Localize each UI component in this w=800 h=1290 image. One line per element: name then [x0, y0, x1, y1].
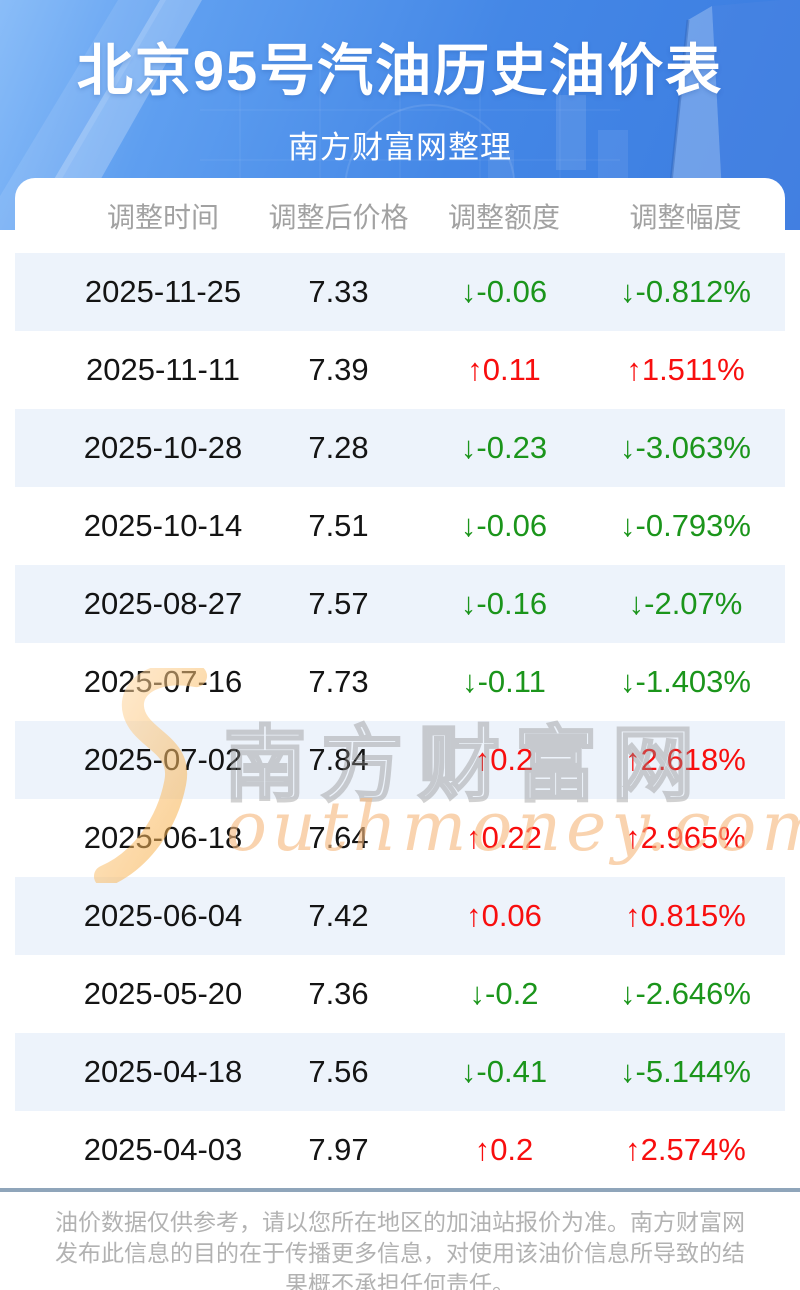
change-pct-cell: ↓-1.403%	[620, 664, 751, 699]
table-row: 2025-05-20 7.36 ↓-0.2 ↓-2.646%	[15, 955, 785, 1033]
column-header-adjust-rate: 调整幅度	[629, 201, 742, 233]
change-pct-cell: ↓-0.812%	[620, 274, 751, 309]
price-cell: 7.84	[308, 742, 369, 777]
adjust-date-cell: 2025-07-16	[83, 664, 243, 699]
adjust-date-cell: 2025-08-27	[83, 586, 243, 621]
adjust-date-cell: 2025-10-28	[83, 430, 243, 465]
change-cell: ↑0.06	[466, 898, 542, 933]
price-table-card: 调整时间 调整后价格 调整额度 调整幅度 2025-11-25 7.33 ↓-0…	[15, 178, 785, 1189]
column-header-adjusted-price: 调整后价格	[268, 201, 409, 233]
change-pct-cell: ↑1.511%	[626, 352, 745, 387]
change-cell: ↓-0.11	[462, 664, 546, 699]
table-row: 2025-10-14 7.51 ↓-0.06 ↓-0.793%	[15, 487, 785, 565]
change-pct-cell: ↑2.965%	[625, 820, 746, 855]
change-pct-cell: ↓-3.063%	[620, 430, 751, 465]
price-cell: 7.39	[308, 352, 369, 387]
adjust-date-cell: 2025-06-04	[83, 898, 243, 933]
table-row: 2025-07-16 7.73 ↓-0.11 ↓-1.403%	[15, 643, 785, 721]
hero-header: 北京95号汽油历史油价表 南方财富网整理	[0, 0, 800, 230]
price-table-header: 调整时间 调整后价格 调整额度 调整幅度	[15, 178, 785, 253]
change-cell: ↓-0.06	[460, 508, 548, 543]
price-cell: 7.97	[308, 1132, 369, 1167]
price-cell: 7.73	[308, 664, 369, 699]
change-cell: ↑0.2	[474, 1132, 534, 1167]
adjust-date-cell: 2025-04-03	[83, 1132, 243, 1167]
page-subtitle: 南方财富网整理	[288, 130, 512, 165]
page-title: 北京95号汽油历史油价表	[76, 39, 724, 102]
adjust-date-cell: 2025-11-25	[84, 274, 242, 309]
price-cell: 7.36	[308, 976, 369, 1011]
change-pct-cell: ↑2.574%	[625, 1132, 746, 1167]
change-cell: ↑0.11	[467, 352, 541, 387]
table-row: 2025-08-27 7.57 ↓-0.16 ↓-2.07%	[15, 565, 785, 643]
change-pct-cell: ↑0.815%	[625, 898, 746, 933]
price-cell: 7.57	[308, 586, 369, 621]
price-cell: 7.33	[308, 274, 369, 309]
footer-divider	[0, 1188, 800, 1192]
adjust-date-cell: 2025-06-18	[83, 820, 243, 855]
change-pct-cell: ↓-5.144%	[620, 1054, 751, 1089]
table-row: 2025-10-28 7.28 ↓-0.23 ↓-3.063%	[15, 409, 785, 487]
change-cell: ↑0.22	[466, 820, 542, 855]
table-row: 2025-06-18 7.64 ↑0.22 ↑2.965%	[15, 799, 785, 877]
price-cell: 7.42	[308, 898, 369, 933]
change-cell: ↓-0.16	[460, 586, 548, 621]
column-header-adjust-time: 调整时间	[106, 201, 219, 233]
price-cell: 7.51	[308, 508, 369, 543]
change-cell: ↓-0.2	[469, 976, 539, 1011]
change-cell: ↓-0.41	[460, 1054, 548, 1089]
change-pct-cell: ↑2.618%	[625, 742, 746, 777]
price-cell: 7.64	[308, 820, 369, 855]
disclaimer-text: 油价数据仅供参考，请以您所在地区的加油站报价为准。南方财富网发布此信息的目的在于…	[55, 1209, 745, 1290]
change-pct-cell: ↓-0.793%	[620, 508, 751, 543]
change-cell: ↓-0.23	[460, 430, 548, 465]
change-pct-cell: ↓-2.07%	[628, 586, 743, 621]
price-cell: 7.56	[308, 1054, 369, 1089]
table-row: 2025-11-25 7.33 ↓-0.06 ↓-0.812%	[15, 253, 785, 331]
price-table-body: 2025-11-25 7.33 ↓-0.06 ↓-0.812% 2025-11-…	[15, 253, 785, 1189]
adjust-date-cell: 2025-05-20	[83, 976, 243, 1011]
adjust-date-cell: 2025-11-11	[86, 352, 240, 387]
adjust-date-cell: 2025-10-14	[83, 508, 243, 543]
change-cell: ↓-0.06	[460, 274, 548, 309]
table-row: 2025-04-03 7.97 ↑0.2 ↑2.574%	[15, 1111, 785, 1189]
price-cell: 7.28	[308, 430, 369, 465]
table-row: 2025-04-18 7.56 ↓-0.41 ↓-5.144%	[15, 1033, 785, 1111]
table-row: 2025-11-11 7.39 ↑0.11 ↑1.511%	[15, 331, 785, 409]
change-pct-cell: ↓-2.646%	[620, 976, 751, 1011]
adjust-date-cell: 2025-07-02	[83, 742, 243, 777]
table-row: 2025-07-02 7.84 ↑0.2 ↑2.618%	[15, 721, 785, 799]
change-cell: ↑0.2	[474, 742, 534, 777]
column-header-adjust-amount: 调整额度	[447, 201, 560, 233]
table-row: 2025-06-04 7.42 ↑0.06 ↑0.815%	[15, 877, 785, 955]
adjust-date-cell: 2025-04-18	[83, 1054, 243, 1089]
